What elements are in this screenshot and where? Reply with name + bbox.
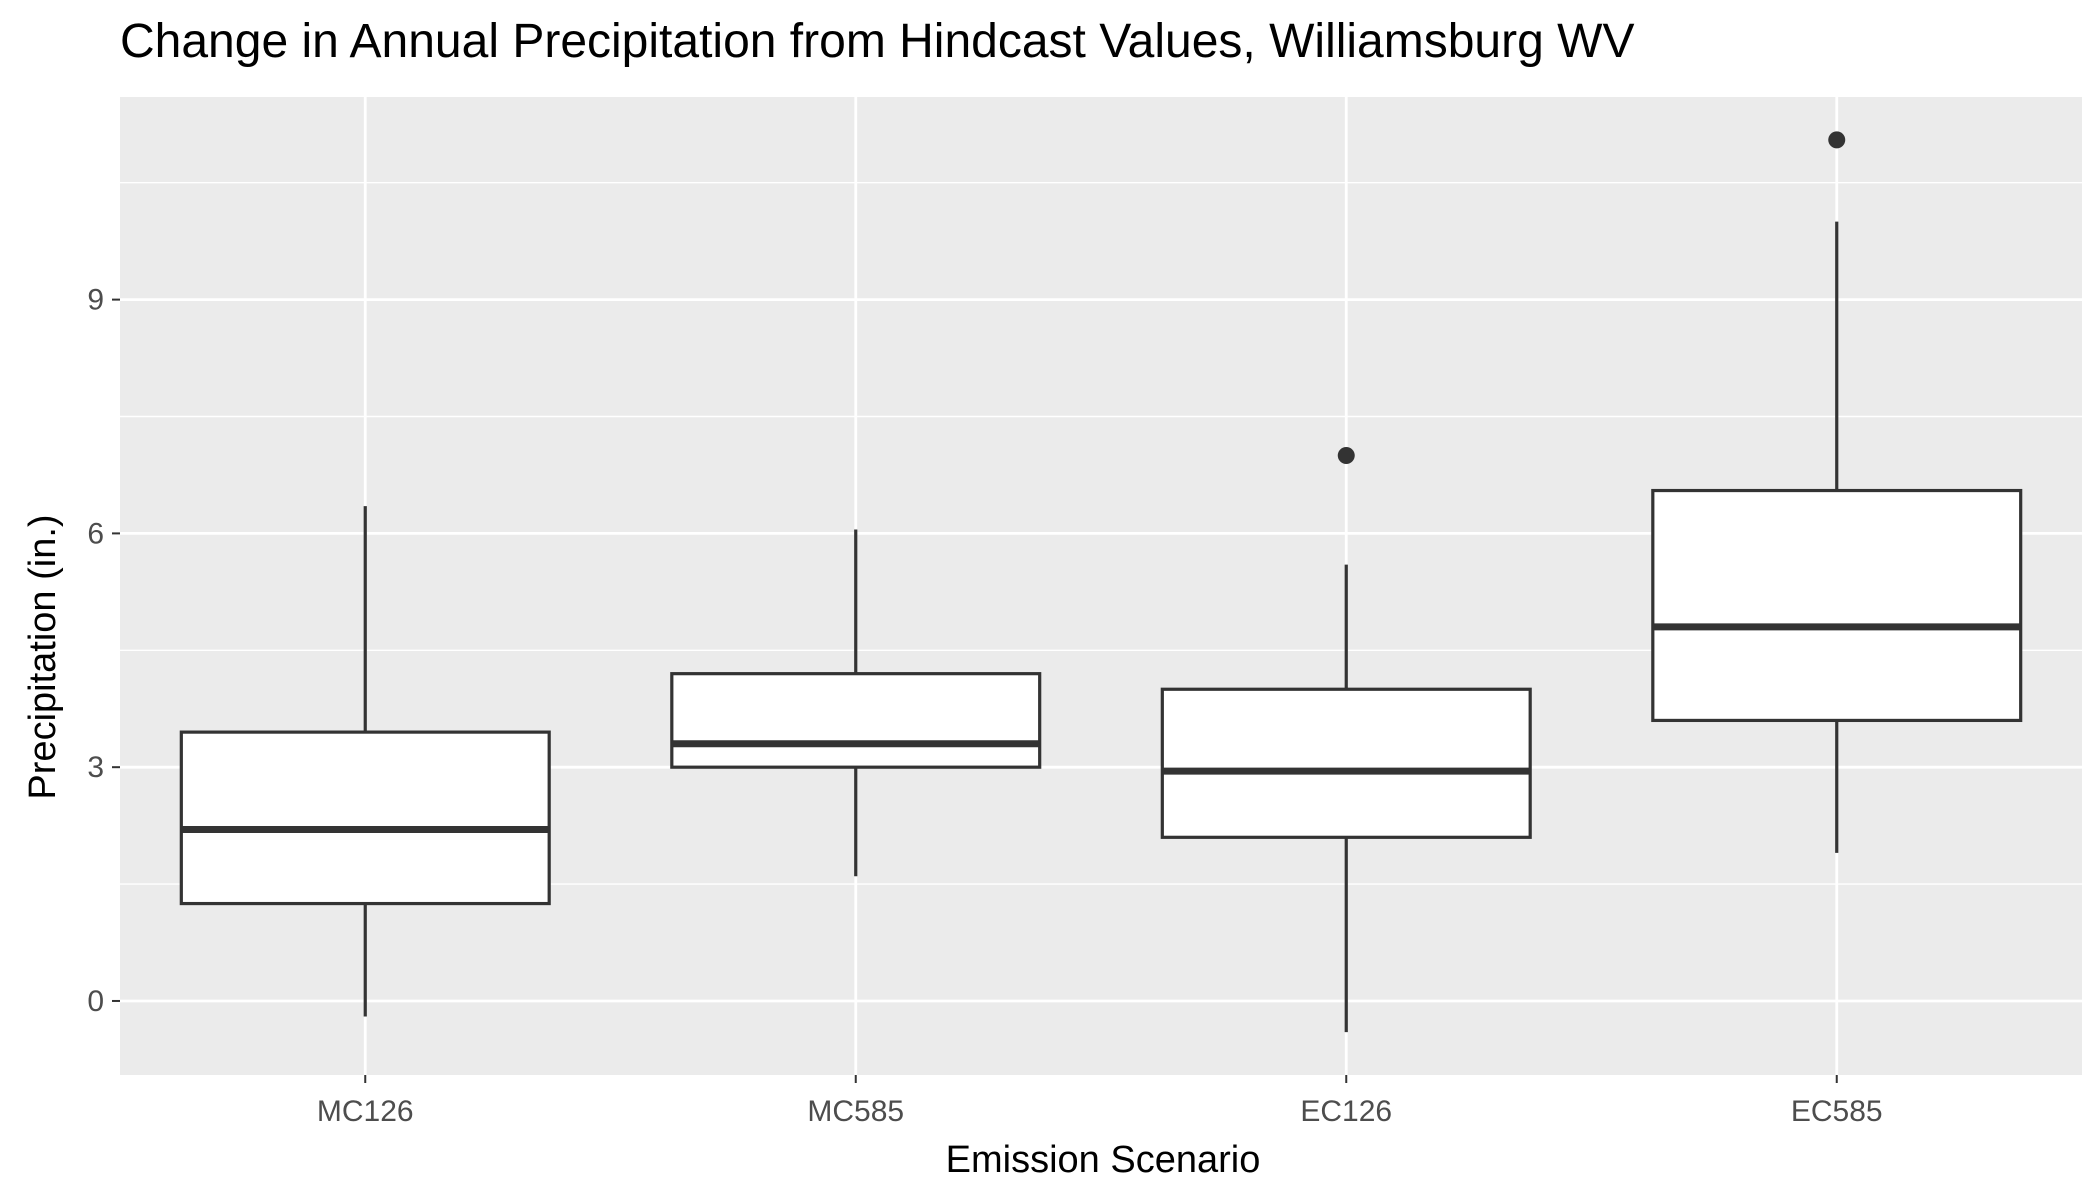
- y-tick-label: 0: [87, 985, 104, 1018]
- outlier-point: [1828, 131, 1846, 149]
- iqr-box: [1160, 687, 1532, 839]
- box-mc585: [670, 529, 1042, 877]
- y-tick-label: 9: [87, 284, 104, 317]
- box-mc126: [179, 506, 551, 1017]
- iqr-box: [179, 730, 551, 906]
- x-tick-label: MC126: [317, 1095, 414, 1128]
- x-tick-label: EC126: [1300, 1095, 1392, 1128]
- iqr-box: [1651, 488, 2023, 723]
- x-axis-title: Emission Scenario: [946, 1139, 1261, 1181]
- iqr-box: [670, 672, 1042, 769]
- box-ec585: [1651, 131, 2023, 853]
- x-tick-label: MC585: [807, 1095, 904, 1128]
- x-axis: MC126 MC585 EC126 EC585: [317, 1075, 1883, 1128]
- y-axis-title: Precipitation (in.): [22, 514, 64, 799]
- y-tick-label: 6: [87, 517, 104, 550]
- box-series: [179, 131, 2023, 1033]
- y-tick-label: 3: [87, 751, 104, 784]
- x-tick-label: EC585: [1791, 1095, 1883, 1128]
- box-ec126: [1160, 446, 1532, 1033]
- y-axis: 0 3 6 9: [87, 284, 120, 1018]
- chart-title: Change in Annual Precipitation from Hind…: [120, 15, 1635, 68]
- outlier-point: [1337, 446, 1355, 464]
